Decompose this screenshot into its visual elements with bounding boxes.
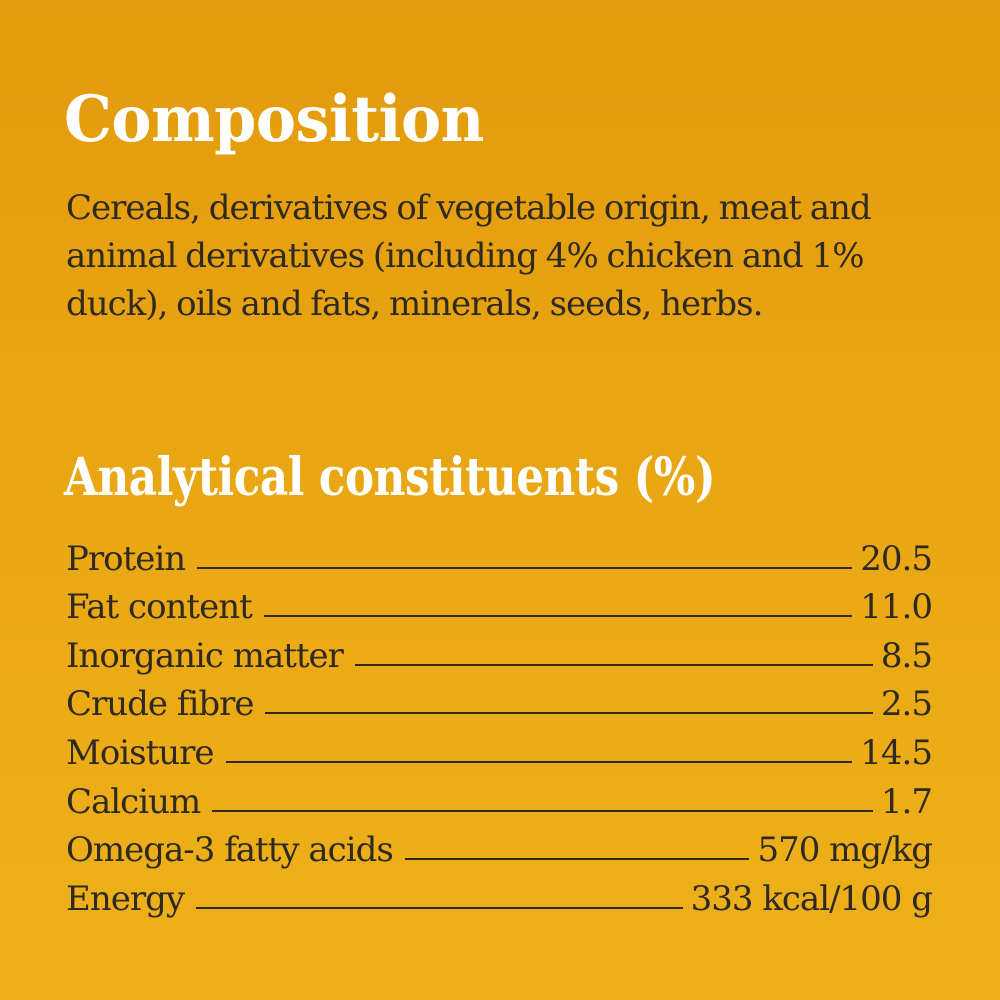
leader-line [354, 663, 873, 666]
analytical-constituents-heading: Analytical constituents (%) [64, 447, 716, 508]
constituent-value: 570 mg/kg [757, 830, 933, 871]
leader-line [225, 760, 853, 763]
constituent-value: 14.5 [860, 732, 933, 773]
leader-line [197, 566, 853, 569]
constituents-table: Protein 20.5 Fat content 11.0 Inorganic … [66, 532, 933, 921]
leader-line [196, 906, 683, 909]
constituent-value: 20.5 [860, 538, 933, 579]
constituent-value: 8.5 [880, 635, 933, 676]
constituent-value: 1.7 [880, 781, 933, 822]
constituent-label: Crude fibre [66, 684, 254, 725]
constituent-value: 333 kcal/100 g [690, 878, 933, 919]
leader-line [265, 712, 873, 715]
constituent-row-fat-content: Fat content 11.0 [66, 581, 933, 630]
composition-text: Cereals, derivatives of vegetable origin… [66, 188, 872, 324]
constituent-label: Omega-3 fatty acids [66, 830, 394, 871]
constituent-label: Calcium [66, 781, 201, 822]
constituent-row-crude-fibre: Crude fibre 2.5 [66, 678, 933, 727]
constituent-value: 11.0 [860, 587, 933, 628]
constituent-row-energy: Energy 333 kcal/100 g [66, 872, 933, 921]
leader-line [263, 615, 853, 618]
constituent-row-moisture: Moisture 14.5 [66, 726, 933, 775]
constituent-row-omega-3: Omega-3 fatty acids 570 mg/kg [66, 824, 933, 873]
constituent-row-protein: Protein 20.5 [66, 532, 933, 581]
constituent-value: 2.5 [880, 684, 933, 725]
leader-line [212, 809, 873, 812]
constituent-label: Protein [66, 538, 186, 579]
constituent-row-calcium: Calcium 1.7 [66, 775, 933, 824]
composition-heading: Composition [64, 82, 484, 157]
constituent-label: Energy [66, 878, 185, 919]
constituent-row-inorganic-matter: Inorganic matter 8.5 [66, 629, 933, 678]
constituent-label: Inorganic matter [66, 635, 344, 676]
constituent-label: Moisture [66, 732, 215, 773]
constituent-label: Fat content [66, 587, 253, 628]
leader-line [404, 858, 750, 861]
